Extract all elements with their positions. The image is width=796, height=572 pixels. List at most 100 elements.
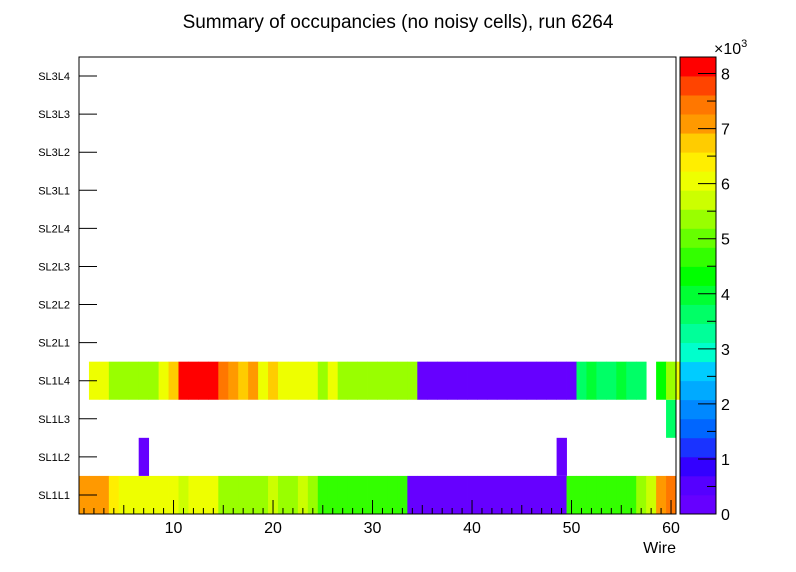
heatmap-cell bbox=[626, 475, 637, 514]
heatmap-cell bbox=[297, 361, 309, 400]
heatmap-cell bbox=[208, 475, 219, 514]
heatmap-cell bbox=[576, 475, 587, 514]
heatmap-cell bbox=[457, 361, 468, 400]
heatmap-cell bbox=[138, 437, 150, 476]
heatmap-cell bbox=[138, 361, 150, 400]
color-scale-tick-label: 8 bbox=[721, 67, 730, 84]
heatmap-cell bbox=[128, 475, 140, 514]
heatmap-cell bbox=[566, 361, 577, 400]
heatmap-cell bbox=[347, 361, 358, 400]
heatmap-cell bbox=[287, 475, 299, 514]
heatmap-cell bbox=[108, 361, 120, 400]
heatmap-cell bbox=[178, 475, 189, 514]
y-tick-label: SL3L4 bbox=[38, 71, 70, 83]
heatmap-cell bbox=[556, 361, 567, 400]
heatmap-cell bbox=[148, 361, 159, 400]
heatmap-cell bbox=[168, 475, 179, 514]
heatmap-cell bbox=[477, 475, 488, 514]
heatmap-cell bbox=[636, 475, 647, 514]
heatmap-cell bbox=[467, 475, 478, 514]
heatmap-cell bbox=[516, 361, 528, 400]
color-scale-swatch bbox=[680, 380, 716, 401]
heatmap-cell bbox=[158, 475, 169, 514]
color-scale-swatch bbox=[680, 285, 716, 305]
heatmap-cell bbox=[327, 475, 339, 514]
y-tick-label: SL1L1 bbox=[38, 490, 70, 502]
heatmap-cell bbox=[387, 475, 398, 514]
heatmap-cell bbox=[317, 475, 329, 514]
heatmap-cell bbox=[377, 361, 388, 400]
heatmap-cell bbox=[297, 475, 309, 514]
heatmap-cell bbox=[417, 361, 428, 400]
heatmap-cell bbox=[397, 361, 408, 400]
heatmap-cell bbox=[447, 361, 458, 400]
heatmap-cell bbox=[477, 361, 488, 400]
color-scale-swatch bbox=[680, 304, 716, 324]
x-tick-label: 50 bbox=[563, 520, 581, 537]
color-scale bbox=[680, 57, 716, 515]
heatmap-cell bbox=[347, 475, 358, 514]
color-scale-swatch bbox=[680, 475, 716, 496]
heatmap-cell bbox=[556, 475, 567, 514]
heatmap-cell bbox=[636, 361, 647, 400]
y-tick-label: SL2L1 bbox=[38, 338, 70, 350]
heatmap-cell bbox=[198, 475, 209, 514]
heatmap-cell bbox=[228, 361, 239, 400]
heatmap-cell bbox=[407, 475, 418, 514]
color-scale-swatch bbox=[680, 209, 716, 229]
color-scale-swatch bbox=[680, 437, 716, 458]
color-scale-swatch bbox=[680, 76, 716, 96]
color-scale-swatch bbox=[680, 494, 716, 515]
heatmap-cell bbox=[158, 361, 169, 400]
heatmap-cell bbox=[307, 475, 319, 514]
x-tick-label: 20 bbox=[264, 520, 282, 537]
x-tick-label: 30 bbox=[364, 520, 382, 537]
color-scale-exponent: ×103 bbox=[714, 38, 747, 58]
heatmap-cell bbox=[437, 475, 448, 514]
heatmap-cell bbox=[417, 475, 428, 514]
heatmap-cell bbox=[576, 361, 587, 400]
heatmap-cell bbox=[606, 475, 617, 514]
color-scale-swatch bbox=[680, 323, 716, 344]
plot-frame bbox=[78, 56, 677, 515]
heatmap-cell bbox=[268, 475, 279, 514]
heatmap-cell bbox=[228, 475, 239, 514]
heatmap-cell bbox=[556, 437, 567, 476]
color-scale-swatch bbox=[680, 190, 716, 210]
heatmap-cell bbox=[307, 361, 319, 400]
heatmap-cell bbox=[656, 361, 667, 400]
color-scale-tick-label: 1 bbox=[721, 452, 730, 469]
color-scale-swatch bbox=[680, 399, 716, 420]
heatmap-cell bbox=[447, 475, 458, 514]
heatmap-cell bbox=[666, 475, 677, 514]
heatmap-cell bbox=[407, 361, 418, 400]
heatmap-cell bbox=[357, 361, 368, 400]
x-tick-label: 40 bbox=[463, 520, 481, 537]
color-scale-tick-label: 3 bbox=[721, 342, 730, 359]
heatmap-cell bbox=[178, 361, 189, 400]
heatmap-cell bbox=[218, 361, 229, 400]
heatmap-cell bbox=[546, 475, 557, 514]
heatmap-cell bbox=[118, 361, 130, 400]
heatmap-cell bbox=[496, 361, 508, 400]
heatmap-cell bbox=[367, 475, 378, 514]
heatmap-cell bbox=[327, 361, 339, 400]
color-scale-axis: 0 1 2 3 4 5 6 7 8 bbox=[698, 67, 730, 524]
heatmap-cell bbox=[596, 475, 607, 514]
heatmap-cell bbox=[437, 361, 448, 400]
heatmap-cell bbox=[606, 361, 617, 400]
heatmap-cell bbox=[238, 475, 249, 514]
heatmap-cell bbox=[506, 361, 518, 400]
color-scale-swatch bbox=[680, 361, 716, 382]
y-tick-label: SL2L2 bbox=[38, 300, 70, 312]
x-tick-label: 10 bbox=[165, 520, 183, 537]
heatmap-cell bbox=[427, 475, 438, 514]
heatmap-cell bbox=[218, 475, 229, 514]
y-tick-label: SL1L2 bbox=[38, 452, 70, 464]
heatmap-cell bbox=[377, 475, 388, 514]
color-scale-swatch bbox=[680, 228, 716, 248]
heatmap-cell bbox=[536, 361, 548, 400]
heatmap-cell bbox=[248, 361, 259, 400]
y-tick-label: SL2L3 bbox=[38, 261, 70, 273]
